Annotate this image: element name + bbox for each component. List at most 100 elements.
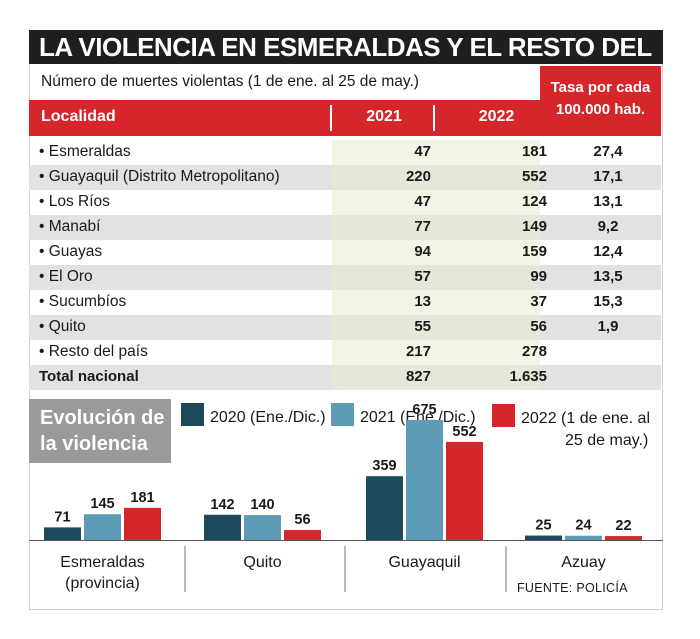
cell-bg-2021 xyxy=(332,140,443,165)
cell-2021: 57 xyxy=(414,268,431,285)
header-separator xyxy=(330,105,332,131)
cell-2022: 1.635 xyxy=(509,368,547,385)
cell-bg-2021 xyxy=(332,315,443,340)
bar-value-label: 145 xyxy=(90,496,114,512)
cell-2022: 124 xyxy=(521,193,547,210)
cell-2022: 56 xyxy=(530,318,547,335)
cell-bg-2021 xyxy=(332,215,443,240)
cell-locality: • Esmeraldas xyxy=(39,143,131,160)
legend-item-2022: 2022 (1 de ene. al 25 de may.) xyxy=(492,404,650,452)
bar-value-label: 56 xyxy=(294,512,310,528)
cell-bg-2022 xyxy=(443,340,540,365)
cell-bg-2021 xyxy=(332,265,443,290)
table-row: • Guayaquil (Distrito Metropolitano) 220 5… xyxy=(29,165,661,190)
cell-rate: 12,4 xyxy=(593,243,623,260)
legend-item-2020: 2020 (Ene./Dic.) xyxy=(181,403,326,427)
cell-2021: 827 xyxy=(405,368,431,385)
cell-bg-2022 xyxy=(443,190,540,215)
header-locality: Localidad xyxy=(41,108,116,125)
bar-value-label: 25 xyxy=(535,518,551,534)
rate-header: Tasa por cada 100.000 hab. xyxy=(540,66,661,136)
bar-value-label: 359 xyxy=(372,458,396,474)
cell-locality: • Quito xyxy=(39,318,86,335)
cell-locality: • Resto del país xyxy=(39,343,148,360)
cell-bg-2022 xyxy=(443,315,540,340)
rate-header-line1: Tasa por cada xyxy=(550,79,651,96)
category-label: (provincia) xyxy=(65,575,140,592)
bar-value-label: 71 xyxy=(54,509,70,525)
evolution-title: Evolución de la violencia xyxy=(29,399,171,463)
table-row: • Quito 55 56 1,9 xyxy=(29,315,661,340)
cell-locality: • Guayas xyxy=(39,243,103,260)
cell-bg-2021 xyxy=(332,190,443,215)
cell-bg-2022 xyxy=(443,290,540,315)
cell-2022: 149 xyxy=(521,218,547,235)
header-2021: 2021 xyxy=(366,108,402,125)
bar-2020 xyxy=(525,535,562,540)
legend-item-2021: 2021 (Ene./Dic.) xyxy=(331,403,476,427)
table-row: • Los Ríos 47 124 13,1 xyxy=(29,190,661,215)
category-label: Quito xyxy=(243,554,281,571)
cell-rate: 1,9 xyxy=(597,318,619,335)
legend-label-2020: 2020 (Ene./Dic.) xyxy=(210,409,326,426)
legend-swatch-2020 xyxy=(181,403,204,426)
evolution-title-line1: Evolución de xyxy=(40,407,165,429)
cell-locality: • Los Ríos xyxy=(39,193,110,210)
table-row: • Sucumbíos 13 37 15,3 xyxy=(29,290,661,315)
table-row: • Manabí 77 149 9,2 xyxy=(29,215,661,240)
table-total-row: Total nacional 827 1.635 xyxy=(29,365,661,390)
bar-2021 xyxy=(406,420,443,540)
category-label: Azuay xyxy=(561,554,605,571)
source-credit: FUENTE: POLICÍA xyxy=(517,581,628,595)
cell-rate: 27,4 xyxy=(593,143,623,160)
bar-value-label: 22 xyxy=(615,518,631,534)
bar-value-label: 675 xyxy=(412,402,436,418)
cell-bg-2022 xyxy=(443,165,540,190)
table-row: • El Oro 57 99 13,5 xyxy=(29,265,661,290)
cell-2021: 220 xyxy=(405,168,431,185)
cell-2021: 47 xyxy=(414,143,431,160)
cell-bg-2022 xyxy=(443,365,540,390)
bar-2022 xyxy=(124,507,161,540)
bar-2021 xyxy=(244,515,281,540)
legend-label-2022-line1: 2022 (1 de ene. al xyxy=(521,410,650,427)
cell-rate: 13,1 xyxy=(593,193,623,210)
cell-2022: 278 xyxy=(521,343,547,360)
evolution-title-line2: la violencia xyxy=(40,433,148,455)
legend-swatch-2022 xyxy=(492,404,515,427)
table-row: • Esmeraldas 47 181 27,4 xyxy=(29,140,661,165)
cell-bg-2022 xyxy=(443,215,540,240)
legend-label-2021: 2021 (Ene./Dic.) xyxy=(360,409,476,426)
category-label: Esmeraldas xyxy=(60,554,144,571)
bar-value-label: 24 xyxy=(575,518,591,534)
cell-rate: 13,5 xyxy=(593,268,623,285)
table-subtitle: Número de muertes violentas (1 de ene. a… xyxy=(41,73,419,90)
bar-2021 xyxy=(565,535,602,540)
cell-2021: 94 xyxy=(414,243,431,260)
cell-2022: 552 xyxy=(521,168,547,185)
cell-bg-2022 xyxy=(443,140,540,165)
cell-2021: 77 xyxy=(414,218,431,235)
bar-2022 xyxy=(446,441,483,540)
bar-value-label: 552 xyxy=(452,424,476,440)
bar-2022 xyxy=(605,536,642,540)
cell-bg-2021 xyxy=(332,340,443,365)
bar-value-label: 142 xyxy=(210,497,234,513)
bar-2020 xyxy=(44,527,81,540)
cell-bg-2021 xyxy=(332,290,443,315)
cell-2021: 217 xyxy=(405,343,431,360)
cell-2022: 99 xyxy=(530,268,547,285)
bar-2022 xyxy=(284,530,321,540)
category-label: Guayaquil xyxy=(388,554,460,571)
table-row: • Guayas 94 159 12,4 xyxy=(29,240,661,265)
bar-value-label: 140 xyxy=(250,497,274,513)
cell-locality: • El Oro xyxy=(39,268,93,285)
cell-bg-2022 xyxy=(443,265,540,290)
cell-rate: 17,1 xyxy=(593,168,623,185)
cell-2021: 47 xyxy=(414,193,431,210)
cell-locality: • Manabí xyxy=(39,218,101,235)
cell-rate: 15,3 xyxy=(593,293,623,310)
rate-header-line2: 100.000 hab. xyxy=(555,101,646,118)
cell-bg-2021 xyxy=(332,240,443,265)
